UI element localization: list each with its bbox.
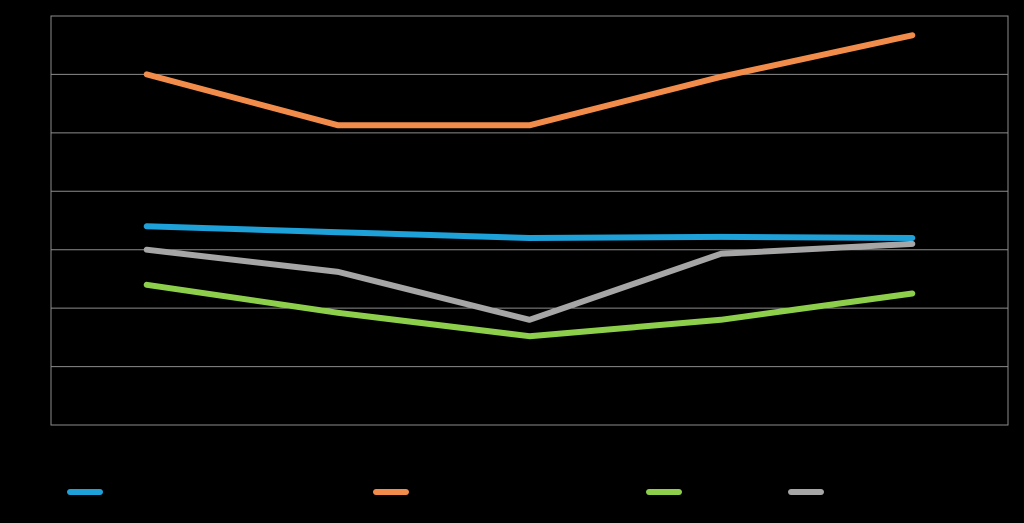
series-line-1 [143,223,916,241]
series-group [143,32,916,340]
plot-area-border [50,15,1009,426]
gridlines [51,73,1008,368]
series-line-2 [143,32,916,129]
series-line-4 [143,240,916,323]
series-line-3 [143,281,916,340]
